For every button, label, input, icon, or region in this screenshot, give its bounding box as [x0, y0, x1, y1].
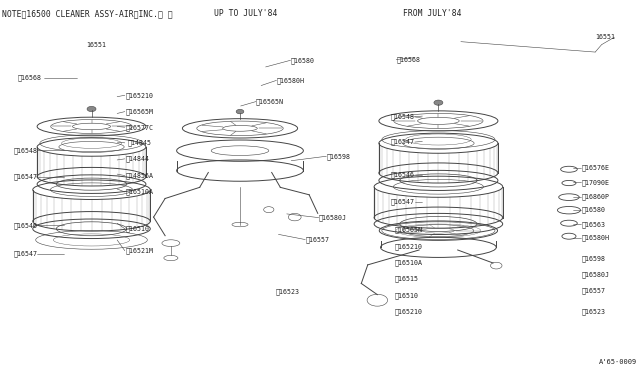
- Text: ※16515: ※16515: [394, 276, 419, 282]
- Text: ※16523: ※16523: [582, 308, 605, 315]
- Text: ※16557: ※16557: [582, 287, 605, 294]
- Text: 16551: 16551: [595, 34, 615, 40]
- Text: ※16860P: ※16860P: [582, 193, 610, 200]
- Text: 16551: 16551: [86, 42, 106, 48]
- Text: ※16548: ※16548: [14, 147, 38, 154]
- Text: ※165210: ※165210: [125, 92, 154, 99]
- Text: ※16580H: ※16580H: [276, 77, 305, 84]
- Text: ※14844: ※14844: [125, 155, 150, 162]
- Text: ※16576E: ※16576E: [582, 165, 610, 171]
- Text: ※16546: ※16546: [390, 171, 415, 178]
- Circle shape: [236, 109, 244, 114]
- Text: ※16580H: ※16580H: [582, 234, 610, 241]
- Text: A'65·0009: A'65·0009: [598, 359, 637, 365]
- Text: ※16580: ※16580: [291, 57, 315, 64]
- Text: ※16510: ※16510: [394, 292, 419, 299]
- Text: ※16510: ※16510: [125, 225, 150, 232]
- Text: ※16580J: ※16580J: [319, 214, 347, 221]
- Text: ※16563: ※16563: [582, 221, 605, 228]
- Text: ※16510A: ※16510A: [125, 189, 154, 195]
- Text: ※16521M: ※16521M: [125, 247, 154, 254]
- Text: ※16568: ※16568: [18, 75, 42, 81]
- Text: ※16580: ※16580: [582, 207, 605, 214]
- Text: ※165210: ※165210: [394, 308, 422, 315]
- Text: ※16565M: ※16565M: [125, 108, 154, 115]
- Text: UP TO JULY'84: UP TO JULY'84: [214, 9, 278, 18]
- Text: ※165210: ※165210: [394, 243, 422, 250]
- Text: ※16510A: ※16510A: [394, 260, 422, 266]
- Text: ※16547: ※16547: [390, 139, 415, 145]
- Text: ※16565N: ※16565N: [394, 226, 422, 233]
- Text: ※16547: ※16547: [14, 251, 38, 257]
- Text: ※16546: ※16546: [14, 222, 38, 229]
- Text: ※16548: ※16548: [390, 113, 415, 120]
- Text: ※16547: ※16547: [14, 174, 38, 180]
- Circle shape: [434, 100, 443, 105]
- Text: ※14845: ※14845: [128, 140, 152, 146]
- Text: NOTEㅥ16500 CLEANER ASSY-AIR（INC.※ ）: NOTEㅥ16500 CLEANER ASSY-AIR（INC.※ ）: [2, 9, 173, 18]
- Text: ※16557: ※16557: [305, 236, 329, 243]
- Text: ※17090E: ※17090E: [582, 179, 610, 186]
- Text: ※16523: ※16523: [275, 288, 300, 295]
- Text: FROM JULY'84: FROM JULY'84: [403, 9, 461, 18]
- Text: ※16568: ※16568: [397, 56, 421, 63]
- Circle shape: [87, 106, 96, 112]
- Text: ※16577C: ※16577C: [125, 124, 154, 131]
- Text: ※16547: ※16547: [390, 199, 415, 205]
- Text: ※14856A: ※14856A: [125, 172, 154, 179]
- Text: ※16598: ※16598: [326, 153, 351, 160]
- Text: ※16565N: ※16565N: [256, 98, 284, 105]
- Text: ※16580J: ※16580J: [582, 271, 610, 278]
- Text: ※16598: ※16598: [582, 255, 605, 262]
